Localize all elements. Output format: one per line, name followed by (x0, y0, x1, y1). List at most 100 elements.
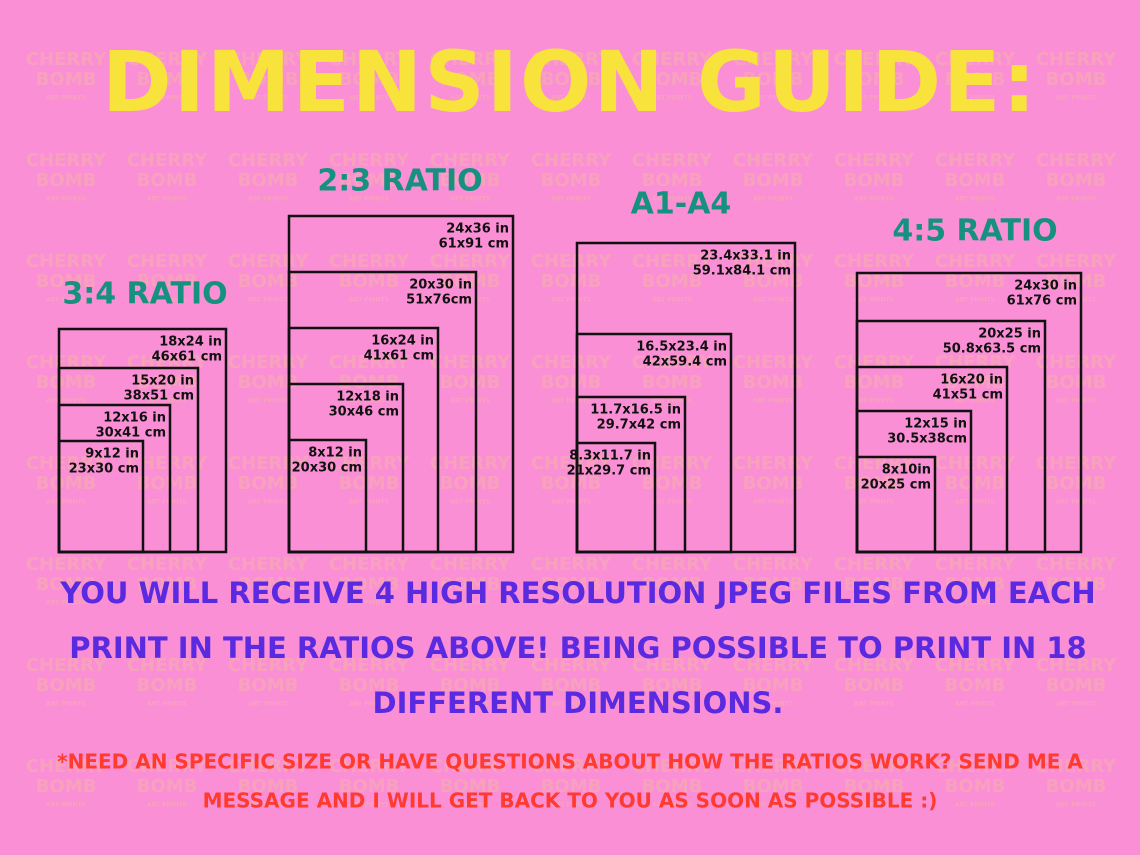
watermark-line: BOMB (844, 574, 905, 595)
size-inches: 23.4x33.1 in (700, 249, 791, 264)
size-inches: 8x12 in (308, 446, 362, 461)
watermark-line: ART PRINTS (854, 802, 894, 809)
size-box (855, 271, 1083, 554)
size-inches: 16x20 in (940, 373, 1003, 388)
watermark-line: ART PRINTS (652, 600, 692, 607)
watermark-line: CHERRY (430, 554, 511, 575)
size-cm: 46x61 cm (152, 350, 222, 365)
watermark-line: ART PRINTS (1056, 297, 1096, 304)
watermark-line: BOMB (339, 776, 400, 797)
watermark-line: CHERRY (329, 251, 410, 272)
watermark-line: ART PRINTS (248, 600, 288, 607)
watermark-line: ART PRINTS (955, 600, 995, 607)
watermark-line: BOMB (36, 372, 97, 393)
size-cm: 29.7x42 cm (597, 418, 681, 433)
watermark-line: ART PRINTS (248, 398, 288, 405)
watermark-line: ART PRINTS (147, 196, 187, 203)
watermark-line: BOMB (541, 170, 602, 191)
watermark-line: ART PRINTS (1056, 701, 1096, 708)
watermark-line: ART PRINTS (551, 600, 591, 607)
watermark-line: CHERRY (1036, 251, 1117, 272)
watermark-line: BOMB (238, 776, 299, 797)
watermark-line: BOMB (440, 776, 501, 797)
watermark-line: ART PRINTS (1056, 196, 1096, 203)
watermark-line: CHERRY (531, 453, 612, 474)
watermark-line: ART PRINTS (551, 802, 591, 809)
watermark-line: ART PRINTS (854, 95, 894, 102)
watermark-line: BOMB (36, 473, 97, 494)
watermark-line: BOMB (137, 69, 198, 90)
watermark-line: BOMB (844, 372, 905, 393)
watermark-line: BOMB (1046, 69, 1107, 90)
watermark-line: ART PRINTS (450, 297, 490, 304)
size-cm: 30.5x38cm (887, 432, 967, 447)
size-cm: 30x46 cm (329, 405, 399, 420)
size-cm: 23x30 cm (69, 462, 139, 477)
watermark-line: BOMB (339, 69, 400, 90)
watermark-line: ART PRINTS (551, 701, 591, 708)
watermark-line: BOMB (642, 372, 703, 393)
size-cm: 51x76cm (406, 293, 472, 308)
watermark-line: ART PRINTS (753, 499, 793, 506)
watermark-line: ART PRINTS (854, 398, 894, 405)
watermark-line: CHERRY (834, 150, 915, 171)
watermark-line: ART PRINTS (1056, 600, 1096, 607)
watermark-line: CHERRY (430, 352, 511, 373)
watermark-line: BOMB (339, 574, 400, 595)
watermark-line: CHERRY (430, 453, 511, 474)
watermark-line: BOMB (844, 170, 905, 191)
watermark-line: CHERRY (329, 453, 410, 474)
watermark-line: CHERRY (228, 554, 309, 575)
watermark-line: CHERRY (329, 756, 410, 777)
watermark-line: ART PRINTS (349, 701, 389, 708)
watermark-line: ART PRINTS (1056, 95, 1096, 102)
size-box (287, 438, 368, 554)
watermark-line: BOMB (1046, 776, 1107, 797)
size-inches: 12x16 in (103, 411, 166, 426)
watermark-line: ART PRINTS (248, 701, 288, 708)
watermark-line: ART PRINTS (46, 802, 86, 809)
size-cm: 20x30 cm (292, 461, 362, 476)
watermark-line: CHERRY (329, 554, 410, 575)
watermark-line: BOMB (844, 271, 905, 292)
watermark-line: ART PRINTS (147, 398, 187, 405)
watermark-line: BOMB (844, 69, 905, 90)
watermark-line: BOMB (945, 372, 1006, 393)
watermark-line: ART PRINTS (551, 297, 591, 304)
watermark-line: CHERRY (329, 49, 410, 70)
group-heading: 2:3 RATIO (317, 164, 482, 199)
size-inches: 12x15 in (904, 417, 967, 432)
watermark-line: BOMB (541, 372, 602, 393)
watermark-line: ART PRINTS (753, 701, 793, 708)
watermark-line: CHERRY (531, 352, 612, 373)
watermark-line: ART PRINTS (753, 600, 793, 607)
watermark-line: CHERRY (935, 251, 1016, 272)
size-box (575, 441, 657, 554)
watermark-line: BOMB (238, 271, 299, 292)
watermark-line: ART PRINTS (753, 297, 793, 304)
size-cm: 50.8x63.5 cm (943, 342, 1041, 357)
watermark-line: CHERRY (127, 49, 208, 70)
watermark-line: BOMB (339, 170, 400, 191)
watermark-line: BOMB (743, 170, 804, 191)
watermark-line: CHERRY (127, 655, 208, 676)
watermark-line: ART PRINTS (450, 600, 490, 607)
watermark-line: BOMB (440, 675, 501, 696)
watermark-line: CHERRY (329, 655, 410, 676)
watermark-line: BOMB (1046, 271, 1107, 292)
watermark-line: CHERRY (127, 453, 208, 474)
watermark-line: BOMB (339, 675, 400, 696)
watermark-line: CHERRY (531, 150, 612, 171)
watermark-line: CHERRY (733, 49, 814, 70)
watermark-line: CHERRY (127, 150, 208, 171)
watermark-line: CHERRY (733, 352, 814, 373)
watermark-line: ART PRINTS (450, 499, 490, 506)
watermark-line: ART PRINTS (551, 499, 591, 506)
watermark-line: ART PRINTS (46, 196, 86, 203)
watermark-line: BOMB (440, 170, 501, 191)
